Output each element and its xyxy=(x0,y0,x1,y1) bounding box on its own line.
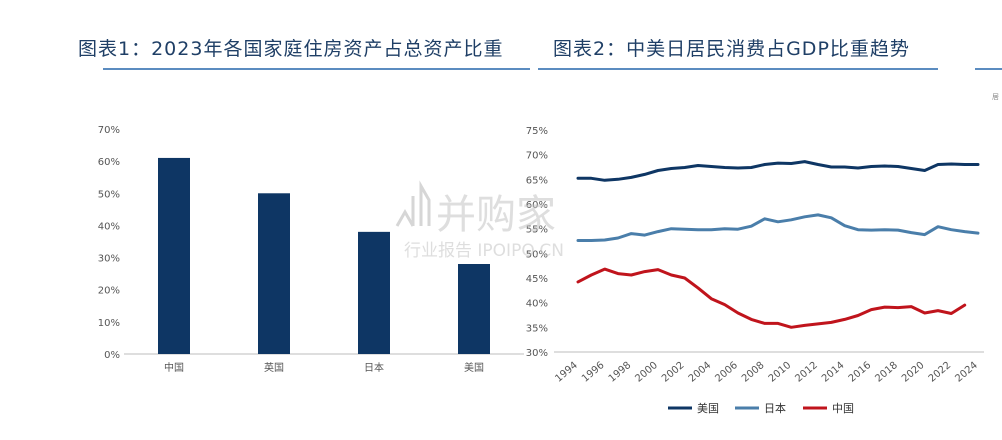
line-y-tick-label: 75% xyxy=(526,126,548,137)
line-x-tick-label: 1996 xyxy=(580,360,607,385)
line-x-tick-label: 2018 xyxy=(873,360,900,385)
cropped-panel-text: 居 xyxy=(992,93,999,101)
line-y-tick-label: 45% xyxy=(526,274,548,285)
line-x-tick-label: 2004 xyxy=(687,360,714,385)
line-x-tick-label: 2010 xyxy=(767,360,794,385)
bar-2 xyxy=(358,231,390,354)
series-line-2 xyxy=(576,267,967,329)
bar-x-tick-label: 英国 xyxy=(264,361,284,374)
bar-y-tick-label: 30% xyxy=(98,254,120,265)
line-x-tick-label: 2024 xyxy=(953,360,980,385)
chart-2-title-underline xyxy=(538,68,938,70)
bar-x-tick-label: 日本 xyxy=(364,361,384,374)
line-x-tick-label: 2020 xyxy=(900,360,927,385)
line-x-tick-label: 2012 xyxy=(793,360,820,385)
series-line-1 xyxy=(576,213,980,242)
next-panel-underline xyxy=(975,68,1002,70)
line-x-tick-label: 1994 xyxy=(553,360,580,385)
series-line-0 xyxy=(576,160,980,182)
watermark: 并购家 行业报告 IPOIPO.CN xyxy=(395,180,564,261)
legend-label: 日本 xyxy=(764,401,786,415)
bar-y-tick-label: 20% xyxy=(98,286,120,297)
bar-x-tick-label: 中国 xyxy=(164,361,184,374)
bar-3 xyxy=(458,264,490,354)
bar-y-tick-label: 10% xyxy=(98,318,120,329)
line-y-tick-label: 40% xyxy=(526,299,548,310)
line-x-tick-label: 2014 xyxy=(820,360,847,385)
legend-label: 美国 xyxy=(697,402,719,415)
bar-0 xyxy=(158,157,190,354)
line-y-tick-label: 60% xyxy=(526,200,548,211)
line-y-tick-label: 70% xyxy=(526,151,548,162)
bar-1 xyxy=(258,193,290,354)
chart-1-title-underline xyxy=(103,68,530,70)
line-y-tick-label: 65% xyxy=(526,175,548,186)
watermark-brand: 并购家 xyxy=(436,192,556,238)
bar-y-tick-label: 70% xyxy=(98,125,120,136)
bar-chart: 0% 10% 20% 30% 40% 50% 60% 70% 中国 英国 日本 美国 xyxy=(98,125,524,374)
bar-y-tick-label: 60% xyxy=(98,157,120,168)
watermark-site: 行业报告 IPOIPO.CN xyxy=(404,241,564,261)
bar-y-tick-label: 40% xyxy=(98,221,120,232)
line-y-tick-label: 35% xyxy=(526,323,548,334)
line-x-tick-label: 1998 xyxy=(607,360,634,385)
legend-label: 中国 xyxy=(832,402,854,415)
line-y-tick-label: 55% xyxy=(526,225,548,236)
bar-x-tick-label: 美国 xyxy=(464,361,484,374)
chart-1-title: 图表1：2023年各国家庭住房资产占总资产比重 xyxy=(78,38,504,60)
line-x-tick-label: 2008 xyxy=(740,360,767,385)
line-y-tick-label: 30% xyxy=(526,348,548,359)
line-x-tick-label: 2016 xyxy=(847,360,874,385)
line-chart: 30% 35% 40% 45% 50% 55% 60% 65% 70% 75% 1994 1996 19… xyxy=(526,126,984,415)
watermark-logo-icon xyxy=(395,180,431,227)
line-x-tick-label: 2022 xyxy=(927,360,954,385)
bar-y-tick-label: 50% xyxy=(98,189,120,200)
line-x-tick-label: 2000 xyxy=(633,360,660,385)
chart-2-title: 图表2：中美日居民消费占GDP比重趋势 xyxy=(553,38,910,60)
line-y-tick-label: 50% xyxy=(526,249,548,260)
line-x-tick-label: 2006 xyxy=(713,360,740,385)
bar-y-tick-label: 0% xyxy=(104,350,120,361)
line-x-tick-label: 2002 xyxy=(660,360,687,385)
